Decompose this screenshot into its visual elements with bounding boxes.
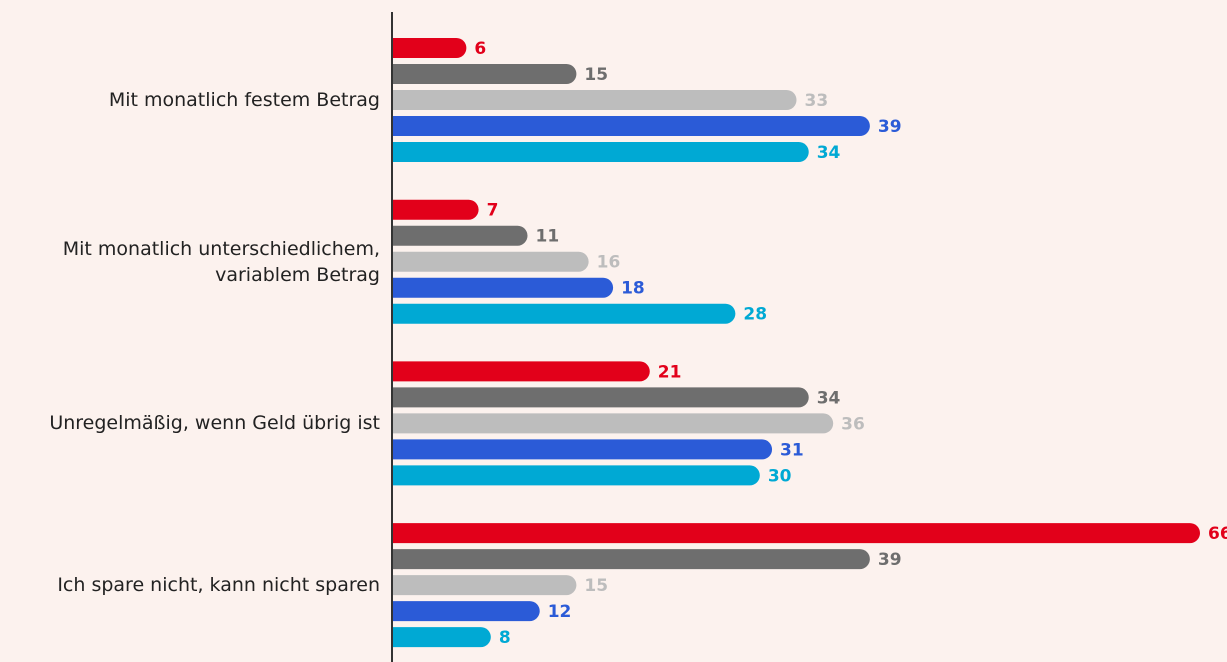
bar <box>393 439 773 460</box>
category-label: Mit monatlich unterschiedlichem, variabl… <box>62 237 380 286</box>
value-label: 15 <box>584 576 608 596</box>
category-label: Ich spare nicht, kann nicht sparen <box>57 574 380 597</box>
category-label: Unregelmäßig, wenn Geld übrig ist <box>49 412 380 435</box>
value-label: 36 <box>841 414 865 434</box>
bar <box>393 627 491 648</box>
value-label: 12 <box>548 602 572 622</box>
value-label: 34 <box>817 143 841 163</box>
value-label: 7 <box>487 201 499 221</box>
bar <box>393 387 809 408</box>
bar <box>393 199 479 220</box>
value-label: 39 <box>878 550 902 570</box>
bar <box>393 225 528 246</box>
bar <box>393 523 1200 544</box>
value-label: 34 <box>817 388 841 408</box>
category-label: Mit monatlich festem Betrag <box>108 89 380 111</box>
bar <box>393 413 834 434</box>
bar <box>393 142 809 162</box>
value-label: 11 <box>536 227 560 247</box>
value-label: 6 <box>474 39 486 59</box>
bar <box>393 64 577 84</box>
bar <box>393 465 760 486</box>
bar <box>393 303 736 324</box>
value-label: 15 <box>584 65 608 85</box>
bar <box>393 251 589 272</box>
bar <box>393 601 540 622</box>
value-label: 33 <box>805 91 829 111</box>
value-label: 39 <box>878 117 902 137</box>
value-label: 28 <box>743 305 767 325</box>
value-label: 16 <box>597 253 621 273</box>
bar <box>393 90 797 110</box>
value-label: 30 <box>768 466 792 486</box>
bar <box>393 549 870 570</box>
value-label: 18 <box>621 279 645 299</box>
bar <box>393 38 467 58</box>
value-label: 31 <box>780 440 804 460</box>
bar <box>393 575 577 596</box>
value-label: 21 <box>658 362 682 382</box>
value-label: 8 <box>499 628 511 648</box>
value-label: 66 <box>1208 524 1227 544</box>
bar <box>393 277 614 298</box>
bar <box>393 116 870 136</box>
bar <box>393 361 650 382</box>
